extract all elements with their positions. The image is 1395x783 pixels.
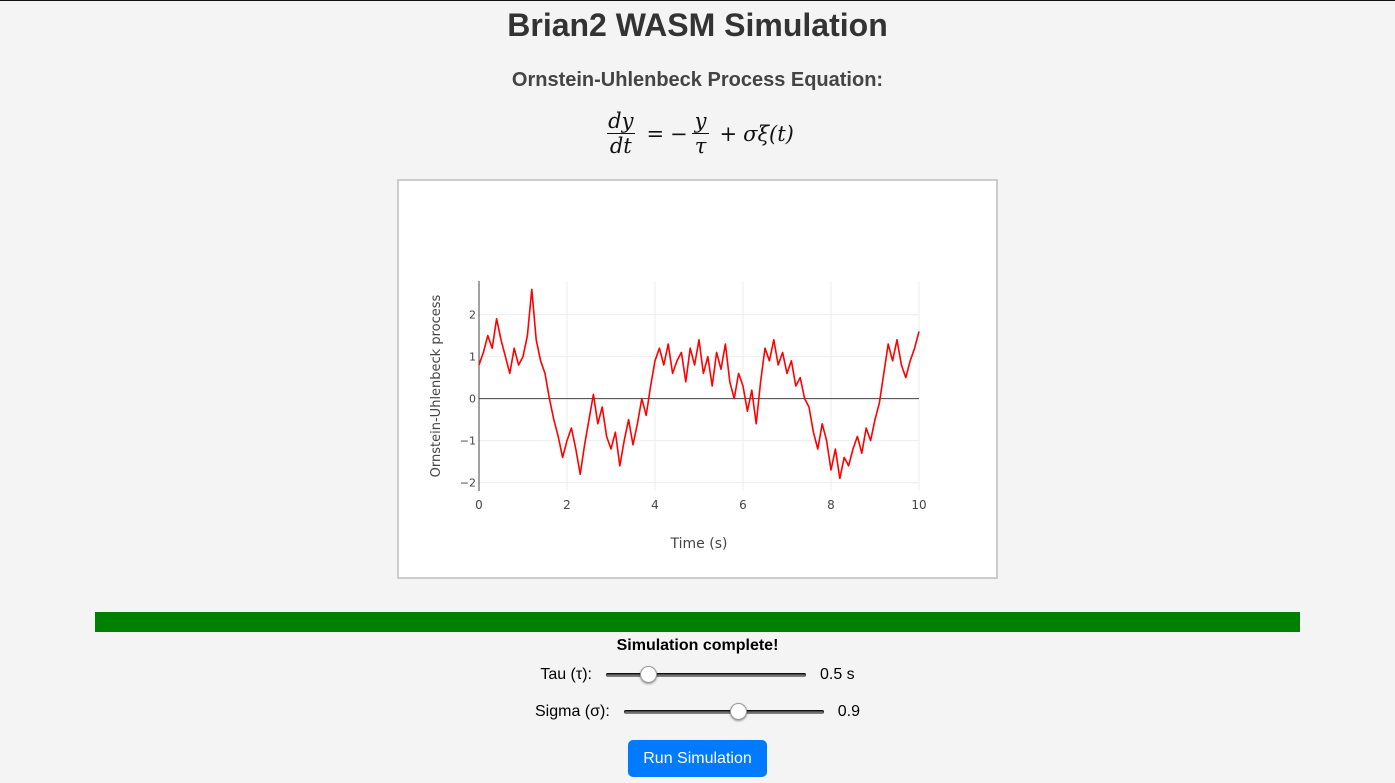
x-tick-label: 2	[563, 498, 571, 512]
noise-term: σξ(t)	[743, 121, 794, 146]
tau-slider-thumb[interactable]	[640, 666, 658, 683]
lhs-numerator: dy	[608, 109, 634, 133]
rhs-denominator: τ	[691, 133, 710, 158]
y-axis-title: Ornstein-Uhlenbeck process	[429, 294, 444, 477]
sigma-slider-track[interactable]	[623, 710, 824, 714]
sigma-control: Sigma (σ): 0.9	[0, 702, 1395, 722]
tau-control: Tau (τ): 0.5 s	[0, 665, 1395, 685]
y-tick-label: −1	[460, 435, 476, 448]
minus-sign: −	[670, 121, 688, 146]
plot-container[interactable]: 0 2 4 6 8 10 −2 −1 0 1 2 Time (s) Ornstein-Uhlenbeck…	[397, 179, 998, 579]
rhs-fraction: y τ	[691, 109, 710, 158]
equals-sign: =	[646, 121, 665, 146]
rhs-numerator: y	[694, 109, 707, 133]
tau-slider[interactable]	[605, 665, 806, 685]
lhs-denominator: dt	[606, 133, 635, 158]
progress-bar	[95, 612, 1300, 632]
y-tick-label: 1	[469, 351, 476, 364]
lhs-fraction: dy dt	[605, 109, 636, 158]
sigma-slider[interactable]	[623, 702, 824, 722]
tau-label: Tau (τ):	[540, 666, 592, 683]
x-tick-label: 6	[739, 498, 747, 512]
series-line	[478, 288, 920, 480]
page-title: Brian2 WASM Simulation	[507, 7, 888, 43]
ou-process-chart[interactable]: 0 2 4 6 8 10 −2 −1 0 1 2 Time (s) Ornstein-Uhlenbeck…	[399, 181, 996, 577]
progress-fill	[95, 612, 1300, 632]
y-tick-label: 0	[469, 393, 476, 406]
plus-sign: +	[719, 121, 738, 146]
y-tick-label: 2	[469, 309, 476, 322]
equation: dy dt = − y τ + σξ(t)	[0, 109, 1395, 158]
x-axis-title: Time (s)	[670, 536, 728, 552]
sigma-label: Sigma (σ):	[534, 703, 610, 720]
x-tick-label: 10	[911, 498, 926, 512]
status-message: Simulation complete!	[616, 637, 779, 654]
tau-value: 0.5 s	[819, 666, 855, 683]
sigma-slider-thumb[interactable]	[730, 703, 748, 720]
x-tick-label: 4	[651, 498, 659, 512]
y-tick-label: −2	[460, 477, 476, 490]
x-tick-label: 0	[475, 498, 483, 512]
equation-heading: Ornstein-Uhlenbeck Process Equation:	[511, 69, 884, 91]
sigma-value: 0.9	[837, 703, 861, 720]
tau-slider-track[interactable]	[605, 673, 806, 677]
x-tick-label: 8	[827, 498, 835, 512]
run-simulation-button[interactable]: Run Simulation	[628, 740, 767, 777]
